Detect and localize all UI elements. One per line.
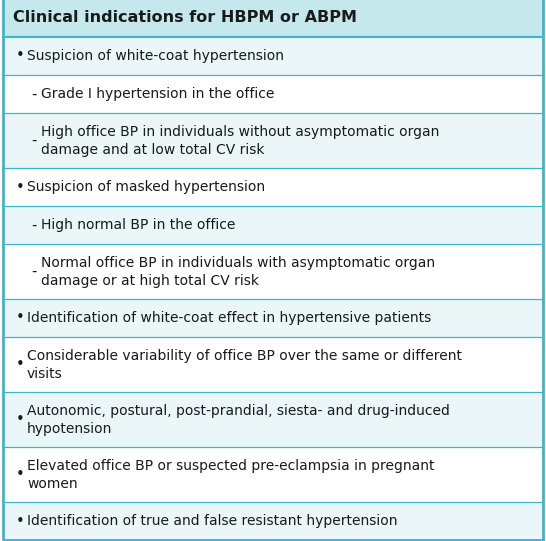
Bar [3, 337, 543, 392]
Text: Identification of true and false resistant hypertension: Identification of true and false resista… [27, 514, 397, 528]
Bar [3, 447, 543, 502]
Bar [3, 113, 543, 168]
Text: •: • [16, 467, 25, 482]
Bar [3, 0, 543, 37]
Text: damage or at high total CV risk: damage or at high total CV risk [41, 274, 259, 288]
Text: •: • [16, 180, 25, 195]
Text: Normal office BP in individuals with asymptomatic organ: Normal office BP in individuals with asy… [41, 256, 435, 270]
Text: Considerable variability of office BP over the same or different: Considerable variability of office BP ov… [27, 349, 462, 363]
Text: Autonomic, postural, post-prandial, siesta- and drug-induced: Autonomic, postural, post-prandial, sies… [27, 404, 450, 418]
Text: hypotension: hypotension [27, 423, 112, 437]
Text: Suspicion of masked hypertension: Suspicion of masked hypertension [27, 180, 265, 194]
Text: High office BP in individuals without asymptomatic organ: High office BP in individuals without as… [41, 126, 440, 139]
Text: Identification of white-coat effect in hypertensive patients: Identification of white-coat effect in h… [27, 311, 431, 325]
Text: •: • [16, 357, 25, 372]
Bar [3, 75, 543, 113]
Text: •: • [16, 412, 25, 427]
Bar [3, 392, 543, 447]
Text: •: • [16, 513, 25, 529]
Text: -: - [31, 133, 37, 148]
Bar [3, 502, 543, 540]
Bar [3, 206, 543, 244]
Bar [3, 37, 543, 75]
Text: damage and at low total CV risk: damage and at low total CV risk [41, 143, 264, 157]
Text: -: - [31, 87, 37, 102]
Text: -: - [31, 264, 37, 279]
Bar [3, 168, 543, 206]
Text: Suspicion of white-coat hypertension: Suspicion of white-coat hypertension [27, 49, 284, 63]
Text: Clinical indications for HBPM or ABPM: Clinical indications for HBPM or ABPM [13, 10, 357, 24]
Text: •: • [16, 311, 25, 326]
Text: -: - [31, 217, 37, 233]
Text: •: • [16, 49, 25, 63]
Text: women: women [27, 477, 78, 491]
Text: visits: visits [27, 367, 63, 381]
Bar [3, 244, 543, 299]
Text: Grade I hypertension in the office: Grade I hypertension in the office [41, 87, 275, 101]
Text: Elevated office BP or suspected pre-eclampsia in pregnant: Elevated office BP or suspected pre-ecla… [27, 459, 435, 473]
Bar [3, 299, 543, 337]
Text: High normal BP in the office: High normal BP in the office [41, 218, 235, 232]
